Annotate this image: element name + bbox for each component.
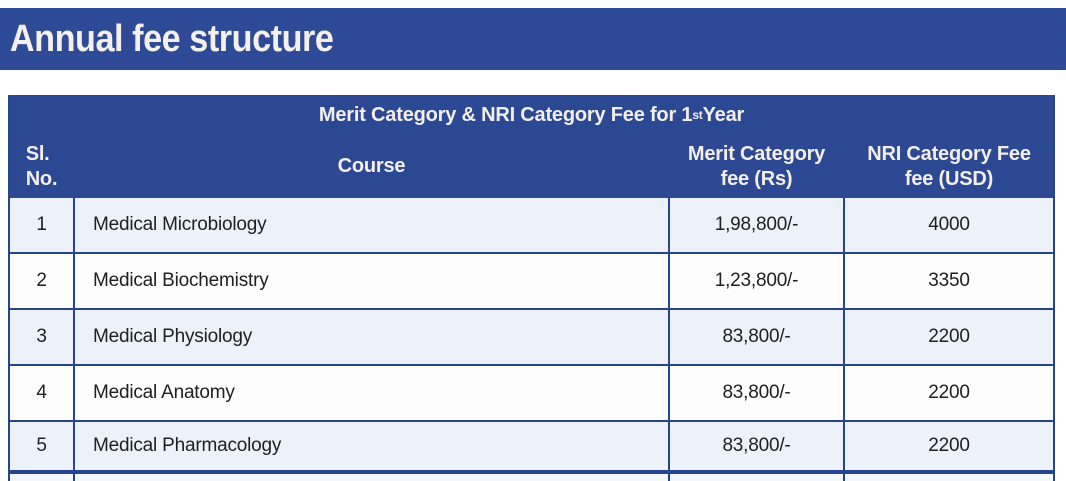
col-header-nri-line2: fee (USD) bbox=[904, 167, 994, 190]
cell-sl-no: 1 bbox=[10, 198, 75, 252]
col-header-sl-no-line2: No. bbox=[25, 167, 58, 190]
cell-merit-fee: 1,98,800/- bbox=[670, 198, 845, 252]
col-header-merit-line2: fee (Rs) bbox=[720, 167, 793, 190]
col-header-merit-line1: Merit Category bbox=[687, 142, 826, 165]
table-row: 4 Medical Anatomy 83,800/- 2200 bbox=[10, 366, 1053, 422]
cell-course: Medical Anatomy bbox=[75, 366, 670, 420]
cell-course: Medical Pharmacology bbox=[75, 422, 670, 470]
col-header-nri-line1: NRI Category Fee bbox=[867, 142, 1031, 165]
cell-sl-no: 3 bbox=[10, 310, 75, 364]
table-body: 1 Medical Microbiology 1,98,800/- 4000 2… bbox=[10, 198, 1053, 481]
cell-course: Medical Physiology bbox=[75, 310, 670, 364]
cell-nri-fee: 2200 bbox=[928, 435, 970, 456]
cell-merit-fee: 1,23,800/- bbox=[670, 254, 845, 308]
cell-course: Medical Microbiology bbox=[75, 198, 670, 252]
column-header-row: Sl. No. Course Merit Category fee (Rs) N… bbox=[10, 135, 1053, 198]
table-row: 5 Medical Pharmacology 83,800/- 2200 bbox=[10, 422, 1053, 474]
col-header-course-label: Course bbox=[337, 155, 406, 177]
col-header-sl-no: Sl. No. bbox=[10, 135, 75, 198]
table-row: 2 Medical Biochemistry 1,23,800/- 3350 bbox=[10, 254, 1053, 310]
table-title-text: Merit Category & NRI Category Fee for 1 bbox=[318, 103, 693, 126]
col-header-sl-no-line1: Sl. bbox=[25, 142, 50, 165]
cell-nri-fee: 2200 bbox=[928, 382, 970, 403]
cell-nri-fee: 3350 bbox=[928, 270, 970, 291]
cell-nri-fee: 2200 bbox=[928, 326, 970, 347]
table-title-suffix: Year bbox=[702, 103, 745, 126]
cell-sl-no: 2 bbox=[10, 254, 75, 308]
cell-sl-no: 4 bbox=[10, 366, 75, 420]
cell-merit-fee: 83,800/- bbox=[670, 310, 845, 364]
table-row: 1 Medical Microbiology 1,98,800/- 4000 bbox=[10, 198, 1053, 254]
table-row-partial bbox=[10, 474, 1053, 481]
section-title-banner: Annual fee structure bbox=[0, 8, 1066, 70]
table-row: 3 Medical Physiology 83,800/- 2200 bbox=[10, 310, 1053, 366]
cell-course: Medical Biochemistry bbox=[75, 254, 670, 308]
col-header-merit-fee: Merit Category fee (Rs) bbox=[670, 135, 845, 198]
col-header-course: Course bbox=[75, 135, 670, 198]
col-header-nri-fee: NRI Category Fee fee (USD) bbox=[845, 135, 1053, 198]
cell-merit-fee: 83,800/- bbox=[670, 422, 845, 470]
cell-merit-fee: 83,800/- bbox=[670, 366, 845, 420]
cell-sl-no: 5 bbox=[10, 422, 75, 470]
cell-nri-fee: 4000 bbox=[928, 214, 970, 235]
page-title: Annual fee structure bbox=[9, 17, 334, 60]
